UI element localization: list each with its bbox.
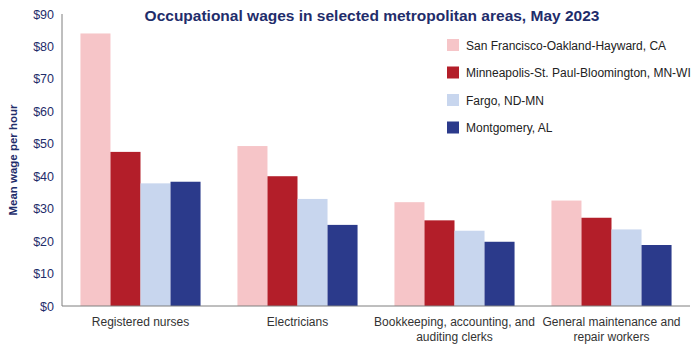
- y-tick-label: $50: [33, 137, 54, 151]
- bar: [642, 245, 672, 306]
- legend: San Francisco-Oakland-Hayward, CA Minneap…: [447, 39, 691, 136]
- x-tick-label-line: General maintenance and: [542, 315, 680, 329]
- bar: [267, 176, 297, 306]
- x-axis-line: [62, 306, 690, 307]
- y-tick-label: $20: [33, 235, 54, 249]
- bar: [551, 201, 581, 306]
- x-tick-label-line: Bookkeeping, accounting, and: [374, 315, 535, 329]
- legend-swatch: [447, 94, 459, 106]
- y-axis-label: Mean wage per hour: [7, 104, 19, 216]
- x-tick-label-line: auditing clerks: [416, 330, 493, 344]
- x-tick-label: General maintenance andrepair workers: [542, 315, 680, 344]
- legend-swatch: [447, 39, 459, 51]
- x-tick-label-line: Electricians: [267, 315, 328, 329]
- title: Occupational wages in selected metropoli…: [145, 7, 600, 24]
- legend-swatch: [447, 67, 459, 79]
- legend-swatch: [447, 122, 459, 134]
- bar: [394, 202, 424, 306]
- legend-label: Montgomery, AL: [466, 121, 553, 135]
- bar: [80, 33, 110, 306]
- x-tick-label-line: repair workers: [573, 330, 649, 344]
- y-axis-line: [62, 14, 63, 306]
- bar: [455, 231, 485, 306]
- y-tick-label: $0: [40, 300, 54, 314]
- bar: [581, 218, 611, 306]
- legend-label: Minneapolis-St. Paul-Bloomington, MN-WI: [466, 66, 691, 80]
- y-tick-label: $70: [33, 72, 54, 86]
- y-tick-label: $10: [33, 267, 54, 281]
- bar: [612, 229, 642, 306]
- x-tick-label: Bookkeeping, accounting, andauditing cle…: [374, 315, 535, 344]
- legend-label: San Francisco-Oakland-Hayward, CA: [466, 39, 666, 53]
- bar: [424, 220, 454, 306]
- bar: [485, 242, 515, 306]
- x-tick-label: Electricians: [267, 315, 328, 329]
- y-tick-label: $60: [33, 105, 54, 119]
- bar: [298, 199, 328, 306]
- chart: Occupational wages in selected metropoli…: [0, 0, 700, 357]
- y-tick-label: $40: [33, 170, 54, 184]
- bar: [141, 183, 171, 306]
- bar: [171, 182, 201, 306]
- bar: [110, 152, 140, 306]
- y-tick-label: $80: [33, 40, 54, 54]
- x-tick-label: Registered nurses: [92, 315, 189, 329]
- y-tick-label: $90: [33, 8, 54, 22]
- x-tick-label-line: Registered nurses: [92, 315, 189, 329]
- y-tick-label: $30: [33, 202, 54, 216]
- legend-label: Fargo, ND-MN: [466, 94, 544, 108]
- bar: [237, 146, 267, 306]
- bar: [328, 225, 358, 306]
